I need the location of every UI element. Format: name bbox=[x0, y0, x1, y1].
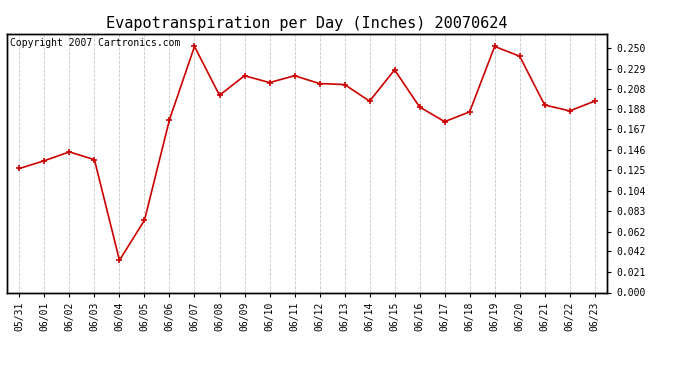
Title: Evapotranspiration per Day (Inches) 20070624: Evapotranspiration per Day (Inches) 2007… bbox=[106, 16, 508, 31]
Text: Copyright 2007 Cartronics.com: Copyright 2007 Cartronics.com bbox=[10, 38, 180, 48]
